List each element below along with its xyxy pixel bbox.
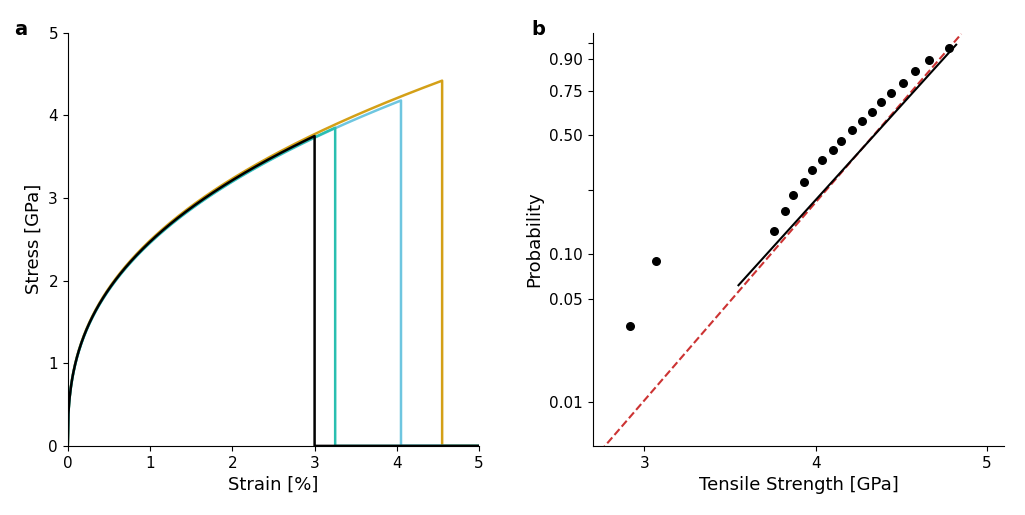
Point — [920, 56, 937, 64]
Point — [622, 322, 639, 330]
Text: a: a — [14, 20, 28, 39]
Point — [824, 146, 840, 154]
Point — [833, 137, 850, 145]
Point — [814, 156, 830, 164]
Y-axis label: Stress [GPa]: Stress [GPa] — [25, 184, 43, 295]
Point — [883, 89, 899, 97]
Point — [804, 166, 820, 175]
Point — [795, 178, 812, 186]
X-axis label: Tensile Strength [GPa]: Tensile Strength [GPa] — [699, 476, 898, 494]
Point — [767, 227, 783, 235]
Text: b: b — [531, 20, 545, 39]
Point — [777, 207, 793, 215]
Point — [907, 67, 924, 75]
Point — [854, 117, 870, 125]
Point — [941, 44, 957, 52]
Point — [785, 191, 802, 199]
Point — [864, 108, 880, 116]
Point — [844, 126, 860, 134]
Point — [648, 256, 664, 265]
Point — [872, 98, 889, 107]
Point — [895, 78, 911, 87]
Y-axis label: Probability: Probability — [526, 192, 543, 287]
X-axis label: Strain [%]: Strain [%] — [229, 476, 319, 494]
